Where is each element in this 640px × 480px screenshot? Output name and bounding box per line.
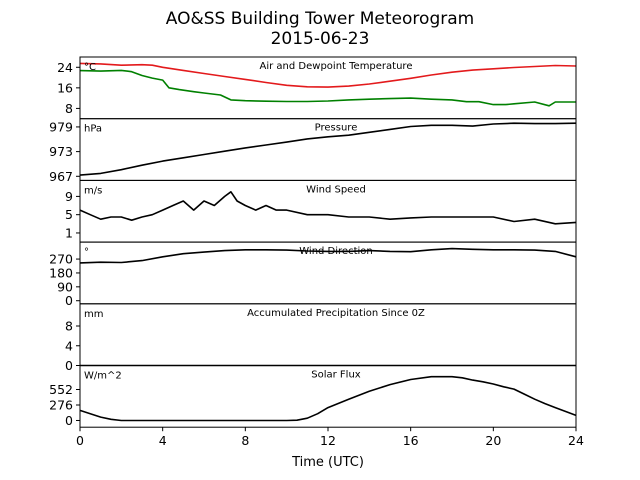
wind_direction-ytick-label: 270 xyxy=(49,252,73,267)
wind_direction-panel-title: Wind Direction xyxy=(299,246,373,257)
precipitation-panel-title: Accumulated Precipitation Since 0Z xyxy=(247,308,425,319)
wind_speed-ytick-label: 1 xyxy=(65,225,73,240)
temperature-ytick-label: 8 xyxy=(65,101,73,116)
panel-temperature: 8 16 24 °C Air and Dewpoint Temperature xyxy=(57,56,577,120)
pressure-series-line-0 xyxy=(79,122,577,176)
pressure-unit-label: hPa xyxy=(84,124,102,135)
x-axis-label: Time (UTC) xyxy=(291,455,364,470)
wind_direction-unit-label: ° xyxy=(84,247,89,258)
wind_speed-series-line-0 xyxy=(79,191,577,225)
pressure-ytick-label: 979 xyxy=(49,119,73,134)
chart-subtitle: 2015-06-23 xyxy=(271,29,370,49)
xtick-label: 20 xyxy=(485,433,501,448)
precipitation-ytick-label: 4 xyxy=(65,338,73,353)
solar_flux-ytick-label: 0 xyxy=(65,413,73,428)
panel-wind_speed: 1 5 9 m/s Wind Speed xyxy=(65,179,577,243)
panel-precipitation: 0 4 8 mm Accumulated Precipitation Since 0Z xyxy=(65,303,577,373)
temperature-series-line-0 xyxy=(79,62,577,88)
chart-title: AO&SS Building Tower Meteorogram xyxy=(166,9,474,29)
xtick-label: 24 xyxy=(568,433,584,448)
solar_flux-ytick-label: 552 xyxy=(49,382,73,397)
solar_flux-unit-label: W/m^2 xyxy=(84,371,122,382)
wind_speed-unit-label: m/s xyxy=(84,185,102,196)
xtick-label: 0 xyxy=(76,433,84,448)
temperature-series-line-1 xyxy=(79,69,576,107)
solar_flux-panel-title: Solar Flux xyxy=(311,370,361,381)
temperature-unit-label: °C xyxy=(84,62,96,73)
wind_speed-panel-title: Wind Speed xyxy=(306,184,366,195)
temperature-ytick-label: 24 xyxy=(57,60,73,75)
pressure-panel-title: Pressure xyxy=(315,123,358,134)
xtick-label: 12 xyxy=(320,433,336,448)
wind_direction-ytick-label: 180 xyxy=(49,265,73,280)
xtick-label: 16 xyxy=(403,433,419,448)
pressure-ytick-label: 967 xyxy=(49,169,73,184)
xtick-label: 4 xyxy=(159,433,167,448)
precipitation-ytick-label: 0 xyxy=(65,358,73,373)
solar_flux-ytick-label: 276 xyxy=(49,397,73,412)
solar_flux-series-line-0 xyxy=(79,375,577,422)
wind_speed-ytick-label: 5 xyxy=(65,207,73,222)
panels: 8 16 24 °C Air and Dewpoint Temperature 967 97… xyxy=(49,56,577,432)
wind_direction-ytick-label: 0 xyxy=(65,293,73,308)
temperature-ytick-label: 16 xyxy=(57,80,73,95)
xtick-label: 8 xyxy=(241,433,249,448)
pressure-ytick-label: 973 xyxy=(49,144,73,159)
precipitation-ytick-label: 8 xyxy=(65,319,73,334)
temperature-panel-title: Air and Dewpoint Temperature xyxy=(260,61,413,72)
panel-pressure: 967 973 979 hPa Pressure xyxy=(49,118,577,184)
precipitation-unit-label: mm xyxy=(84,309,103,320)
x-axis: 0 4 8 12 16 20 24 xyxy=(76,433,584,448)
wind_speed-ytick-label: 9 xyxy=(65,189,73,204)
wind_direction-series-line-0 xyxy=(79,247,577,264)
wind_direction-ytick-label: 90 xyxy=(57,279,73,294)
